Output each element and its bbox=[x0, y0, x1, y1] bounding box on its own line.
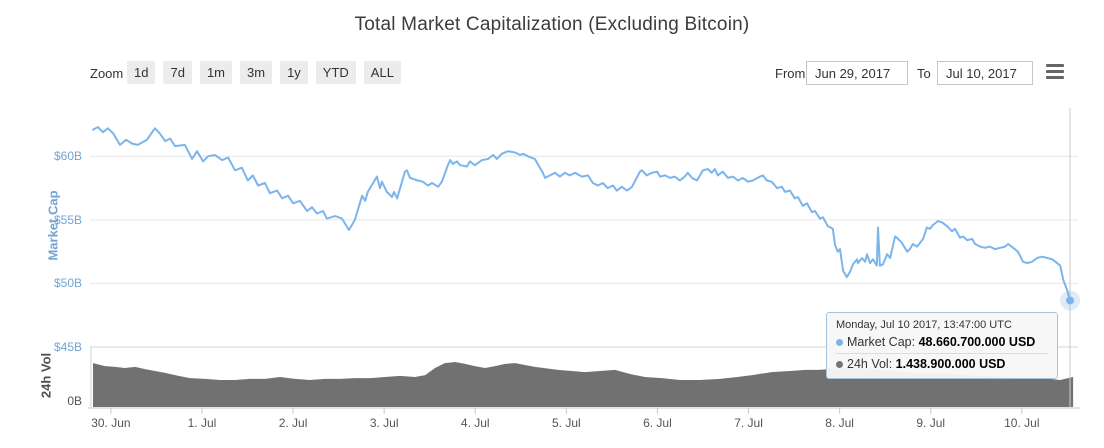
zoom-button-all[interactable]: ALL bbox=[363, 61, 401, 84]
from-label: From bbox=[775, 66, 806, 81]
zoom-button-1d[interactable]: 1d bbox=[127, 61, 156, 84]
hover-point-marker[interactable] bbox=[1066, 296, 1075, 305]
tooltip-volume-value: 1.438.900.000 USD bbox=[895, 357, 1006, 371]
y-axis-label-55b: $55B bbox=[53, 212, 82, 227]
volume-series-bullet-icon bbox=[836, 361, 843, 368]
y-axis-label-45b: $45B bbox=[53, 340, 82, 354]
x-axis-label-8-jul: 8. Jul bbox=[825, 416, 854, 430]
zoom-label: Zoom bbox=[90, 66, 124, 81]
zoom-button-ytd[interactable]: YTD bbox=[315, 61, 356, 84]
chart-toolbar: Zoom 1d 7d 1m 3m 1y YTD ALL From To bbox=[0, 61, 1104, 87]
y-axis-label-60b: $60B bbox=[53, 149, 82, 164]
zoom-button-group: 1d 7d 1m 3m 1y YTD ALL bbox=[127, 61, 401, 84]
x-axis-label-2-jul: 2. Jul bbox=[278, 416, 308, 430]
x-axis-label-6-jul: 6. Jul bbox=[643, 416, 672, 430]
tooltip-market-cap-value: 48.660.700.000 USD bbox=[918, 335, 1036, 349]
y-axis-label-50b: $50B bbox=[53, 276, 82, 291]
x-axis-label-30-jun: 30. Jun bbox=[91, 416, 131, 430]
market-cap-line-series[interactable] bbox=[92, 126, 1071, 302]
zoom-button-3m[interactable]: 3m bbox=[240, 61, 273, 84]
market-cap-series-bullet-icon bbox=[836, 339, 843, 346]
x-axis-label-10-jul: 10. Jul bbox=[1004, 416, 1040, 430]
x-axis-label-4-jul: 4. Jul bbox=[460, 416, 490, 430]
tooltip-volume-row: 24h Vol: 1.438.900.000 USD bbox=[836, 353, 1048, 373]
chart-title: Total Market Capitalization (Excluding B… bbox=[354, 14, 750, 35]
chart-menu-hamburger-icon[interactable] bbox=[1046, 64, 1064, 79]
to-date-input[interactable] bbox=[937, 61, 1033, 85]
y-axis-label-0b: 0B bbox=[67, 394, 82, 408]
zoom-button-1m[interactable]: 1m bbox=[199, 61, 232, 84]
x-axis-label-7-jul: 7. Jul bbox=[734, 416, 763, 430]
x-axis-label-9-jul: 9. Jul bbox=[916, 416, 946, 430]
tooltip-timestamp: Monday, Jul 10 2017, 13:47:00 UTC bbox=[836, 319, 1012, 331]
x-axis-label-1-jul: 1. Jul bbox=[187, 416, 217, 430]
tooltip-volume-label: 24h Vol: bbox=[847, 357, 896, 371]
chart-tooltip: Monday, Jul 10 2017, 13:47:00 UTC Market… bbox=[826, 312, 1058, 379]
x-axis-label-5-jul: 5. Jul bbox=[552, 416, 581, 430]
tooltip-market-cap-row: Market Cap: 48.660.700.000 USD bbox=[836, 333, 1048, 351]
to-label: To bbox=[917, 66, 931, 81]
tooltip-market-cap-label: Market Cap: bbox=[847, 335, 919, 349]
zoom-button-1y[interactable]: 1y bbox=[280, 61, 308, 84]
x-axis-label-3-jul: 3. Jul bbox=[369, 416, 399, 430]
zoom-button-7d[interactable]: 7d bbox=[163, 61, 192, 84]
from-date-input[interactable] bbox=[806, 61, 908, 85]
